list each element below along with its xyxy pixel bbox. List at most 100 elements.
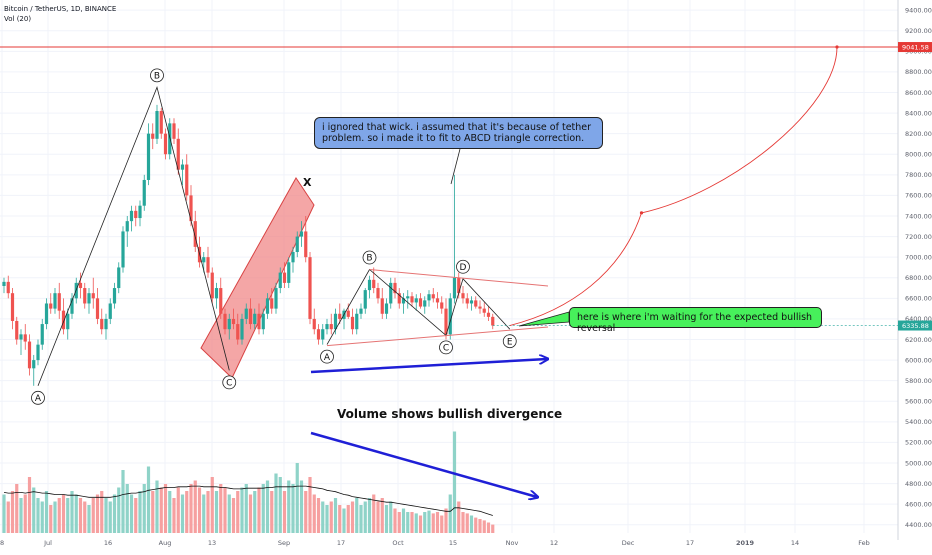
candle (448, 293, 452, 340)
volume-bar (159, 487, 163, 533)
candle-body (61, 310, 66, 330)
candle-body (325, 324, 329, 330)
volume-bar (138, 491, 142, 533)
candle (333, 308, 338, 335)
candle-body (282, 272, 287, 283)
candle-body (261, 313, 265, 330)
volume-bar (423, 512, 427, 533)
candle-body (469, 300, 474, 304)
y-tick-label: 4800.00 (905, 480, 932, 488)
x-tick-label: 16 (104, 539, 112, 547)
candle-body (57, 293, 61, 311)
candle-body (32, 360, 36, 369)
x-tick-label: 13 (208, 539, 216, 547)
volume-bar (350, 501, 355, 533)
candle-body (236, 324, 240, 340)
candle (491, 313, 495, 330)
volume-bar (112, 494, 117, 533)
candle-body (10, 293, 15, 321)
volume-bar (270, 491, 274, 533)
candle (129, 205, 134, 232)
y-tick-label: 5800.00 (905, 377, 932, 385)
volume-bar (465, 513, 469, 533)
candle (117, 262, 121, 294)
x-tick-label: Sep (278, 539, 290, 547)
volume-bar (87, 505, 91, 533)
candle (376, 282, 380, 304)
candle (312, 308, 316, 335)
candle (185, 154, 189, 201)
volume-bar (227, 494, 231, 533)
last-price-label: 6335.88 (902, 322, 929, 330)
candle (350, 308, 355, 335)
volume-bar (32, 487, 36, 533)
candle-body (49, 303, 53, 309)
volume-bar (482, 520, 486, 533)
candle (49, 293, 53, 314)
candle (100, 308, 104, 335)
volume-bar (427, 510, 431, 533)
candle (163, 128, 168, 160)
volume-trend-arrow (310, 431, 537, 497)
volume-bar (40, 501, 44, 533)
candle (32, 354, 36, 386)
volume-bar (359, 505, 363, 533)
x-tick-label: 17 (337, 539, 345, 547)
candle-body (172, 123, 176, 139)
candle-body (355, 313, 359, 330)
candle-body (406, 296, 410, 299)
candle (248, 298, 253, 330)
y-tick-label: 5200.00 (905, 439, 932, 447)
reversal-note-callout: here is where i'm waiting for the expect… (569, 307, 822, 334)
candle-body (474, 300, 478, 307)
volume-bar (231, 498, 236, 533)
candle-body (486, 312, 491, 317)
wave-label-text: A (324, 353, 331, 363)
volume-bar (253, 491, 257, 533)
candle-body (418, 298, 423, 307)
candle (478, 300, 482, 314)
candle (210, 267, 214, 304)
y-tick-label: 7800.00 (905, 171, 932, 179)
volume-bar (274, 473, 278, 533)
volume-bar (66, 498, 70, 533)
candle-body (367, 279, 372, 291)
x-tick-label: 2019 (736, 539, 755, 547)
candle-body (27, 341, 32, 369)
candle-body (312, 318, 316, 330)
candle-body (36, 344, 40, 361)
candle (253, 308, 257, 330)
x-tick-label: 12 (550, 539, 558, 547)
volume-bar (180, 494, 185, 533)
triangle-wave-label: C (439, 340, 453, 355)
volume-bar (380, 498, 384, 533)
candle-body (155, 111, 159, 139)
volume-bar (325, 505, 329, 533)
wave-label-text: A (35, 394, 42, 404)
candle-body (53, 293, 57, 309)
candle-body (274, 288, 278, 309)
candle (125, 215, 129, 247)
volume-bar (401, 508, 406, 533)
y-tick-label: 8600.00 (905, 89, 932, 97)
volume-bar (418, 515, 423, 533)
volume-bar (129, 494, 134, 533)
volume-bar (70, 491, 74, 533)
y-tick-label: 7000.00 (905, 253, 932, 261)
y-tick-label: 7200.00 (905, 233, 932, 241)
candle (474, 296, 478, 309)
wick-callout-pointer (450, 148, 461, 185)
triangle-lower-line (326, 326, 549, 347)
volume-bar (406, 512, 410, 533)
candle (287, 257, 291, 289)
candle-body (244, 308, 248, 319)
candle (486, 306, 491, 321)
y-tick-label: 5600.00 (905, 398, 932, 406)
candle-body (214, 288, 219, 299)
candle (15, 316, 19, 345)
volume-bar (163, 484, 168, 533)
candle (180, 159, 185, 186)
price-trend-arrow (310, 359, 547, 374)
candle (389, 277, 393, 309)
x-mark-label: X (303, 176, 312, 189)
